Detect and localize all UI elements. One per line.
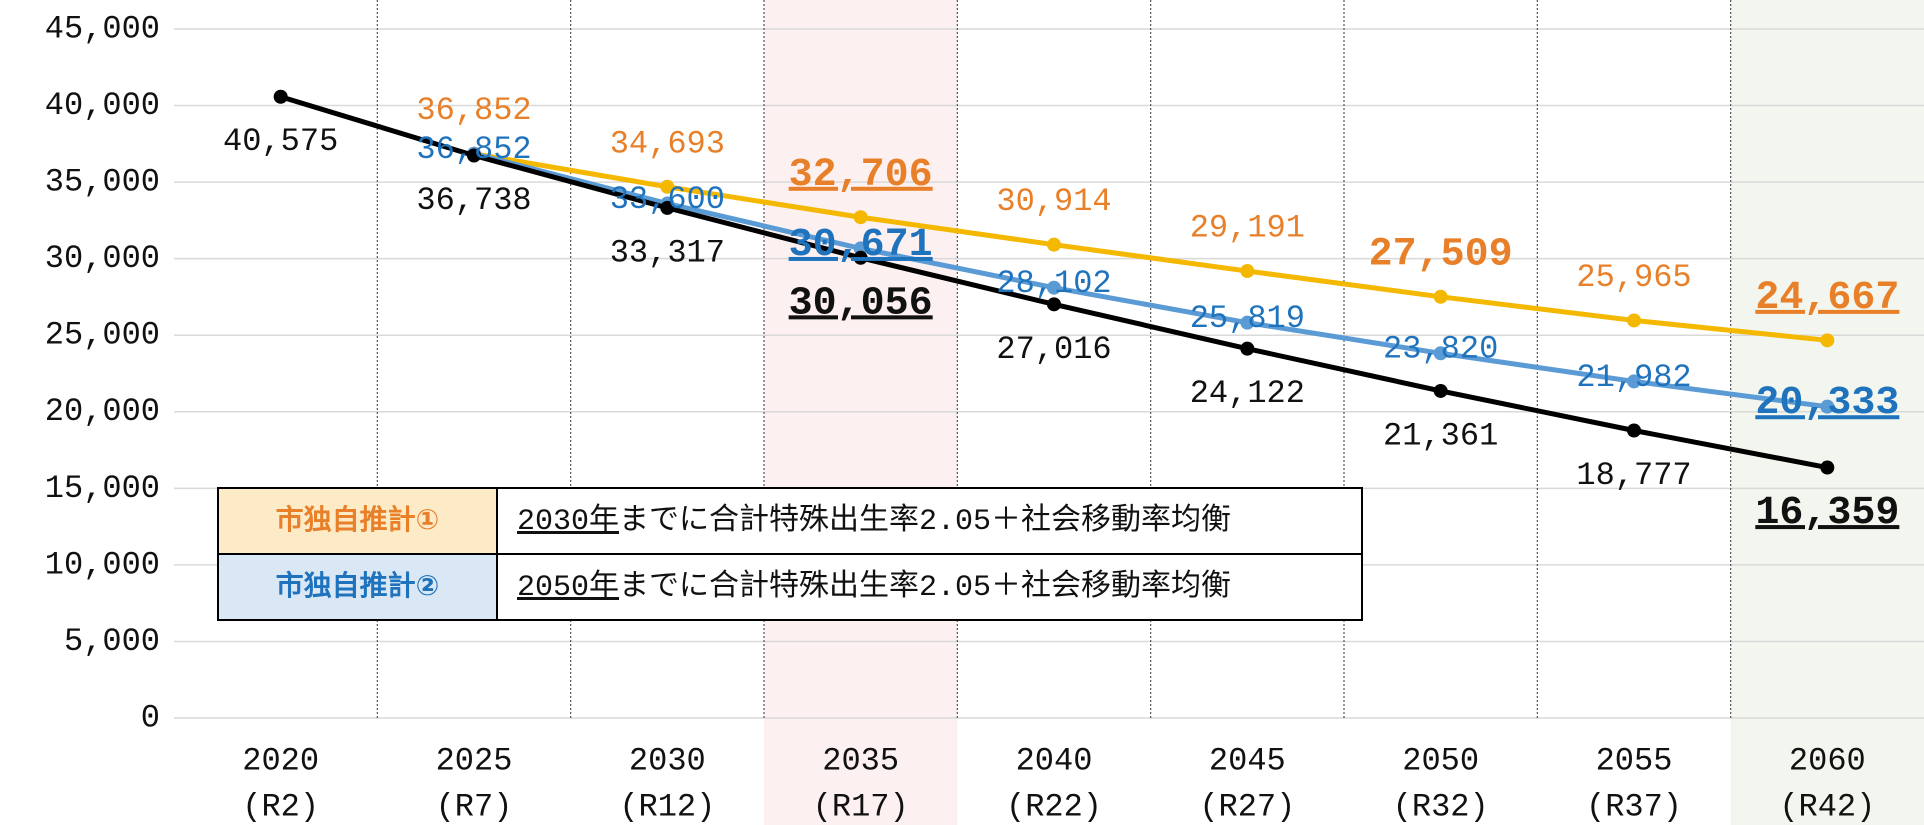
data-point — [1047, 297, 1061, 312]
data-point — [273, 89, 288, 104]
data-point — [1433, 346, 1448, 361]
legend-name: 市独自推計① — [276, 503, 440, 536]
data-label: 24,667 — [1755, 276, 1899, 321]
x-tick-sublabel: (R22) — [1006, 788, 1102, 825]
data-label: 16,359 — [1755, 491, 1899, 536]
data-label: 24,122 — [1190, 375, 1305, 412]
y-tick-label: 5,000 — [64, 623, 160, 660]
data-point — [467, 148, 481, 163]
data-label: 23,820 — [1383, 331, 1498, 368]
y-tick-label: 45,000 — [45, 10, 160, 47]
data-label: 21,361 — [1383, 417, 1498, 454]
data-point — [1047, 237, 1061, 252]
data-point — [660, 179, 675, 194]
x-tick-sublabel: (R12) — [619, 788, 715, 825]
data-label: 29,191 — [1190, 210, 1305, 247]
y-tick-label: 15,000 — [45, 470, 160, 507]
x-tick-sublabel: (R7) — [436, 788, 513, 825]
data-point — [1820, 333, 1835, 348]
data-label: 32,706 — [789, 153, 933, 198]
x-tick-label: 2040 — [1016, 742, 1093, 779]
data-point — [1240, 341, 1255, 356]
data-label: 36,852 — [416, 92, 531, 129]
x-tick-sublabel: (R2) — [242, 788, 319, 825]
x-tick-sublabel: (R32) — [1393, 788, 1489, 825]
x-tick-sublabel: (R37) — [1586, 788, 1682, 825]
legend-description-year: 2030年 — [517, 503, 619, 539]
data-point — [853, 210, 868, 225]
legend-description-text: までに合計特殊出生率2.05＋社会移動率均衡 — [619, 569, 1231, 605]
data-point — [1240, 315, 1255, 330]
data-label: 25,819 — [1190, 300, 1305, 337]
x-tick-label: 2050 — [1402, 742, 1479, 779]
x-tick-sublabel: (R42) — [1779, 788, 1875, 825]
data-label: 40,575 — [223, 123, 338, 160]
y-tick-label: 40,000 — [45, 87, 160, 124]
x-tick-label: 2030 — [629, 742, 706, 779]
y-tick-label: 25,000 — [45, 317, 160, 354]
data-point — [853, 250, 868, 265]
data-label: 33,317 — [610, 234, 725, 271]
data-point — [1820, 399, 1835, 414]
data-label: 30,056 — [789, 281, 933, 326]
data-label: 36,738 — [416, 182, 531, 219]
legend-name: 市独自推計② — [276, 569, 440, 602]
data-point — [1433, 383, 1448, 398]
x-tick-label: 2025 — [436, 742, 513, 779]
data-label: 34,693 — [610, 125, 725, 162]
data-label: 28,102 — [996, 265, 1111, 302]
data-label: 30,671 — [789, 223, 933, 268]
y-tick-label: 30,000 — [45, 240, 160, 277]
data-label: 21,982 — [1576, 359, 1691, 396]
data-label: 36,852 — [416, 131, 531, 168]
x-tick-sublabel: (R27) — [1199, 788, 1295, 825]
x-tick-label: 2055 — [1596, 742, 1673, 779]
data-point — [1433, 289, 1448, 304]
y-tick-label: 35,000 — [45, 164, 160, 201]
data-label: 18,777 — [1576, 457, 1691, 494]
series-line — [473, 151, 1828, 410]
data-label: 20,333 — [1755, 381, 1899, 426]
data-point — [1047, 280, 1061, 295]
data-label: 33,600 — [610, 181, 725, 218]
data-point — [1240, 264, 1255, 279]
data-label: 25,965 — [1576, 259, 1691, 296]
y-tick-label: 10,000 — [45, 546, 160, 583]
legend-desc-cell — [496, 487, 1363, 555]
series-line — [473, 151, 1828, 343]
data-point — [1820, 460, 1835, 475]
data-label: 27,509 — [1369, 232, 1513, 277]
data-point — [1627, 374, 1641, 389]
legend-description-text: までに合計特殊出生率2.05＋社会移動率均衡 — [619, 503, 1231, 539]
x-tick-label: 2035 — [822, 742, 899, 779]
legend-description: 2030年までに合計特殊出生率2.05＋社会移動率均衡 — [517, 503, 1231, 539]
x-tick-label: 2060 — [1789, 742, 1866, 779]
x-tick-label: 2045 — [1209, 742, 1286, 779]
data-point — [1627, 313, 1641, 328]
y-tick-label: 0 — [141, 699, 160, 736]
legend-description: 2050年までに合計特殊出生率2.05＋社会移動率均衡 — [517, 569, 1231, 605]
legend-desc-cell — [496, 553, 1363, 621]
x-tick-label: 2020 — [242, 742, 319, 779]
legend-description-year: 2050年 — [517, 569, 619, 605]
y-tick-label: 20,000 — [45, 393, 160, 430]
data-label: 27,016 — [996, 331, 1111, 368]
x-tick-sublabel: (R17) — [813, 788, 909, 825]
data-point — [660, 200, 675, 215]
data-point — [1627, 423, 1641, 438]
data-label: 30,914 — [996, 183, 1111, 220]
